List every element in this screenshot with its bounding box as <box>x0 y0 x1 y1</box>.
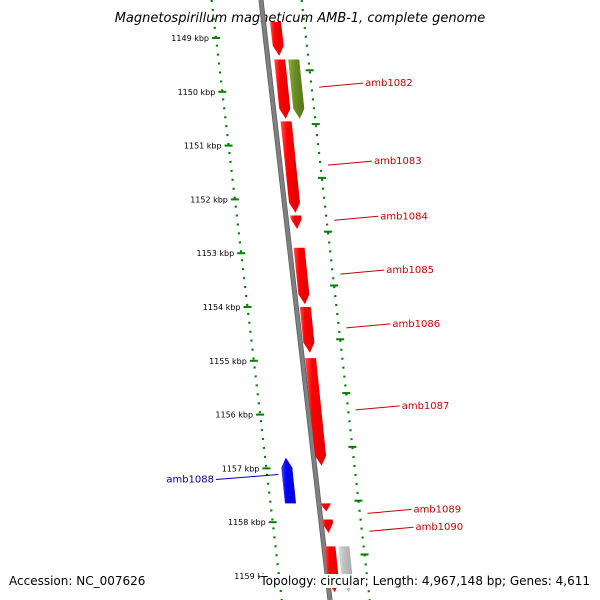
gene-amb1084 <box>290 215 302 229</box>
gene-track <box>270 21 354 593</box>
backbone-line <box>259 0 332 600</box>
gene-amb1088 <box>281 457 296 504</box>
gene-label-amb1088: amb1088 <box>166 475 214 486</box>
gene-unlabeled <box>274 59 291 119</box>
gene-label-amb1085: amb1085 <box>386 265 434 276</box>
ruler-line-left <box>210 0 283 600</box>
tick-label: 1154 kbp <box>203 303 241 312</box>
tick-label: 1152 kbp <box>190 195 228 204</box>
gene-labels: amb1082 amb1083 amb1084 amb1085 amb1086 amb10… <box>166 78 463 533</box>
gene-label-leader <box>346 323 391 329</box>
gene-label-leader <box>327 160 373 166</box>
gene-label-leader <box>355 405 400 411</box>
ruler-line-right <box>300 0 371 600</box>
gene-label-amb1083: amb1083 <box>374 156 422 167</box>
gene-label-leader <box>340 269 385 275</box>
ruler: 1149 kbp 1150 kbp 1151 kbp 1152 kbp 1153 kbp… <box>171 0 371 600</box>
gene-label-leader <box>319 82 364 88</box>
tick-label: 1150 kbp <box>178 88 216 97</box>
gene-label-amb1089: amb1089 <box>413 504 461 515</box>
tick-label: 1155 kbp <box>209 357 247 366</box>
gene-amb1082 <box>288 59 305 119</box>
gene-label-amb1087: amb1087 <box>402 401 450 412</box>
tick-label: 1157 kbp <box>222 464 260 473</box>
gene-amb1083 <box>280 121 300 213</box>
gene-amb1090 <box>321 519 333 533</box>
gene-amb1089 <box>320 503 331 512</box>
tick-label: 1159 kbp <box>234 572 272 581</box>
gene-label-leader <box>367 508 412 514</box>
accession-text: Accession: NC_007626 <box>9 574 146 588</box>
tick-label: 1151 kbp <box>184 142 222 151</box>
tick-label: 1153 kbp <box>196 249 234 258</box>
tick-label: 1149 kbp <box>171 34 209 43</box>
gene-amb1086 <box>299 307 315 353</box>
tick-label: 1156 kbp <box>215 411 253 420</box>
gene-label-amb1082: amb1082 <box>365 78 413 89</box>
gene-label-amb1086: amb1086 <box>392 319 440 330</box>
gene-label-amb1084: amb1084 <box>380 211 428 222</box>
gene-amb1085 <box>293 247 310 305</box>
genome-summary-text: Topology: circular; Length: 4,967,148 bp… <box>260 574 590 588</box>
gene-label-leader <box>369 526 414 532</box>
gene-unlabeled <box>270 21 284 56</box>
tick-label: 1158 kbp <box>228 518 266 527</box>
gene-amb1087 <box>305 358 327 466</box>
backbone <box>258 0 333 600</box>
gene-label-leader <box>215 474 279 481</box>
gene-label-leader <box>334 215 379 221</box>
gene-label-amb1090: amb1090 <box>415 522 463 533</box>
map-title: Magnetospirillum magneticum AMB-1, compl… <box>115 11 486 26</box>
